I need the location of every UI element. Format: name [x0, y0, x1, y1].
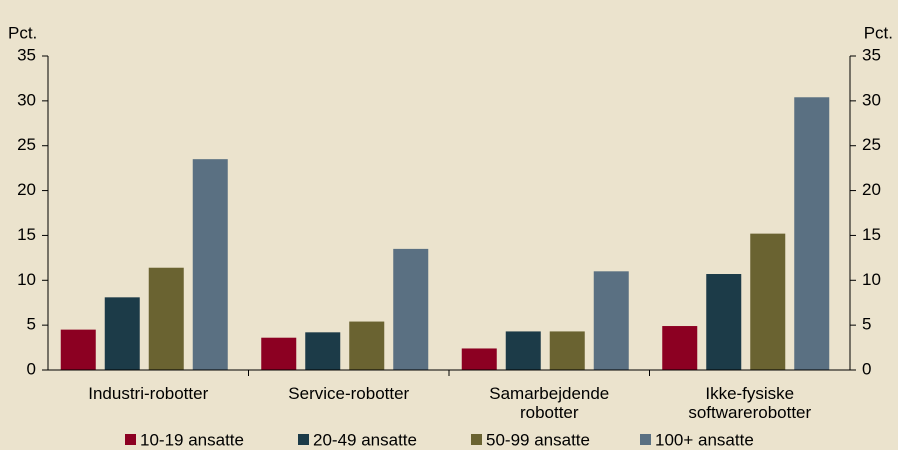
y2-tick-label: 35 — [862, 45, 881, 64]
bar — [505, 331, 541, 370]
bar — [706, 274, 742, 370]
y2-tick-label: 10 — [862, 270, 881, 289]
y-tick-label: 25 — [17, 135, 36, 154]
y2-axis-label: Pct. — [864, 23, 893, 42]
y2-tick-label: 20 — [862, 180, 881, 199]
x-tick-label: Service-robotter — [288, 384, 410, 403]
y-tick-label: 20 — [17, 180, 36, 199]
y-tick-label: 15 — [17, 225, 36, 244]
x-tick-label: Ikke-fysiske softwarerobotter — [688, 384, 812, 422]
bar — [662, 326, 698, 370]
bar — [104, 297, 140, 370]
y2-tick-label: 5 — [862, 315, 871, 334]
y2-tick-label: 0 — [862, 359, 871, 378]
bar — [461, 348, 497, 370]
legend-label: 20-49 ansatte — [313, 430, 417, 449]
legend-swatch — [640, 434, 651, 445]
bar — [60, 329, 96, 370]
legend-label: 10-19 ansatte — [140, 430, 244, 449]
legend-swatch — [298, 434, 309, 445]
legend-label: 50-99 ansatte — [486, 430, 590, 449]
y-tick-label: 0 — [27, 359, 36, 378]
bar — [349, 321, 385, 370]
legend-swatch — [125, 434, 136, 445]
legend-swatch — [471, 434, 482, 445]
y-tick-label: 5 — [27, 315, 36, 334]
legend-label: 100+ ansatte — [655, 430, 754, 449]
y-tick-label: 30 — [17, 90, 36, 109]
y-tick-label: 10 — [17, 270, 36, 289]
y-tick-label: 35 — [17, 45, 36, 64]
bar — [305, 332, 341, 370]
y2-tick-label: 25 — [862, 135, 881, 154]
bar — [148, 267, 184, 370]
x-tick-label: Samarbejdende robotter — [489, 384, 610, 422]
bar — [393, 248, 429, 370]
bar — [192, 159, 228, 370]
bar — [261, 337, 297, 370]
y2-tick-label: 30 — [862, 90, 881, 109]
x-tick-label: Industri-robotter — [88, 384, 209, 403]
bar — [794, 97, 830, 371]
bar — [750, 233, 786, 370]
bar — [593, 271, 629, 370]
bar — [549, 331, 585, 370]
y2-tick-label: 15 — [862, 225, 881, 244]
y-axis-label: Pct. — [8, 23, 37, 42]
